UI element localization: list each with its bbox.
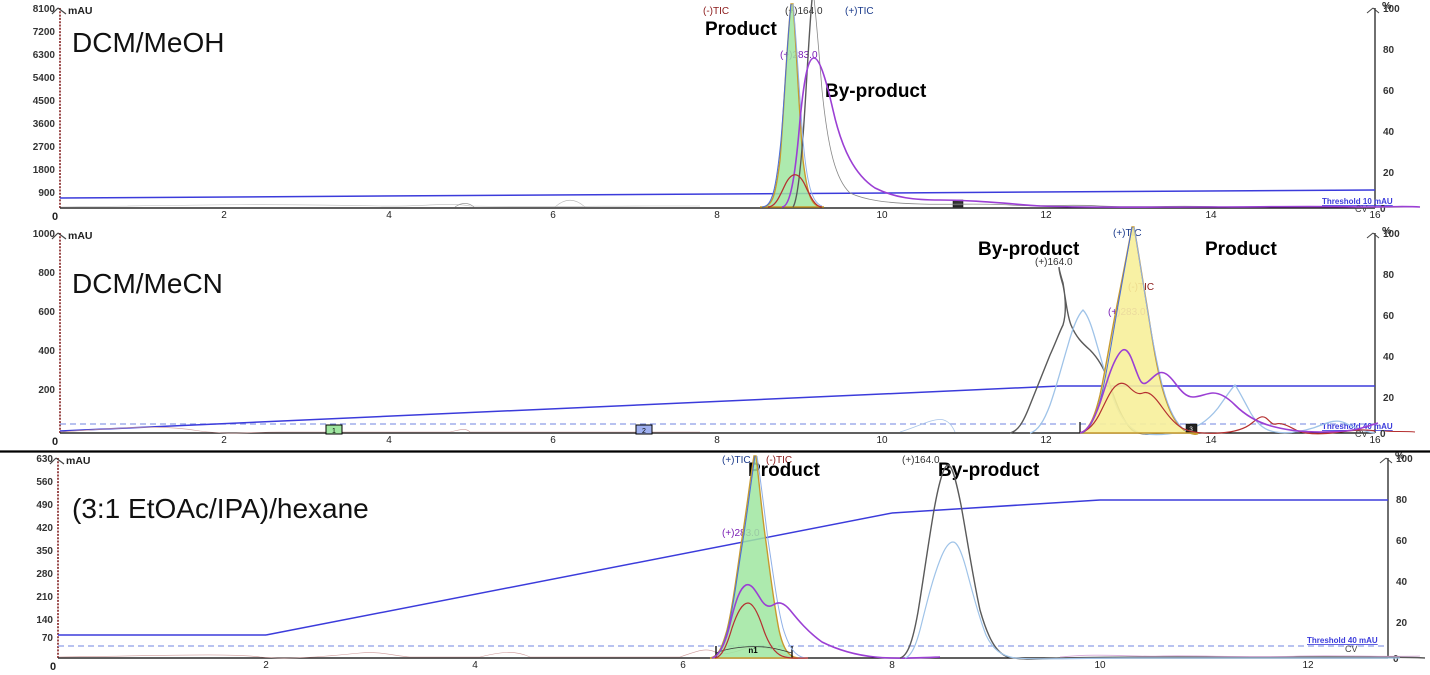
svg-text:20: 20 <box>1396 618 1408 629</box>
svg-text:200: 200 <box>38 385 55 396</box>
svg-text:40: 40 <box>1383 352 1395 363</box>
svg-text:CV: CV <box>1345 644 1358 654</box>
svg-text:7200: 7200 <box>33 27 56 38</box>
svg-text:Product: Product <box>1205 239 1277 260</box>
svg-text:By-product: By-product <box>825 81 927 102</box>
svg-text:8: 8 <box>889 660 895 671</box>
svg-text:DCM/MeCN: DCM/MeCN <box>72 268 223 299</box>
svg-text:40: 40 <box>1383 127 1395 138</box>
svg-text:14: 14 <box>1205 435 1217 446</box>
svg-text:6: 6 <box>550 435 556 446</box>
svg-text:20: 20 <box>1383 393 1395 404</box>
svg-text:12: 12 <box>1040 210 1052 221</box>
svg-text:60: 60 <box>1383 311 1395 322</box>
svg-text:1800: 1800 <box>33 165 56 176</box>
svg-text:5400: 5400 <box>33 73 56 84</box>
svg-text:280: 280 <box>36 569 53 580</box>
svg-text:10: 10 <box>876 435 888 446</box>
svg-text:2: 2 <box>263 660 269 671</box>
svg-text:20: 20 <box>1383 168 1395 179</box>
svg-text:mAU: mAU <box>66 455 91 467</box>
svg-text:2: 2 <box>642 428 646 435</box>
svg-text:(+)164.0: (+)164.0 <box>902 455 940 466</box>
svg-text:4: 4 <box>472 660 478 671</box>
svg-text:2: 2 <box>221 210 227 221</box>
svg-text:490: 490 <box>36 500 53 511</box>
svg-text:1000: 1000 <box>33 229 56 240</box>
svg-text:8: 8 <box>714 210 720 221</box>
svg-text:560: 560 <box>36 477 53 488</box>
svg-text:mAU: mAU <box>68 5 93 17</box>
svg-text:By-product: By-product <box>978 239 1080 260</box>
svg-text:Product: Product <box>705 19 777 40</box>
svg-text:0: 0 <box>1393 654 1399 665</box>
svg-text:10: 10 <box>1094 660 1106 671</box>
svg-text:0: 0 <box>1380 204 1386 215</box>
svg-text:(-)TIC: (-)TIC <box>703 6 729 17</box>
svg-text:By-product: By-product <box>938 460 1040 481</box>
svg-text:CV: CV <box>1355 204 1368 214</box>
svg-text:12: 12 <box>1040 435 1052 446</box>
svg-text:(3:1 EtOAc/IPA)/hexane: (3:1 EtOAc/IPA)/hexane <box>72 493 369 524</box>
svg-text:400: 400 <box>38 346 55 357</box>
svg-text:210: 210 <box>36 592 53 603</box>
svg-text:6: 6 <box>550 210 556 221</box>
svg-text:2: 2 <box>221 435 227 446</box>
svg-text:100: 100 <box>1383 4 1400 15</box>
svg-text:4500: 4500 <box>33 96 56 107</box>
svg-text:0: 0 <box>52 211 58 223</box>
svg-text:80: 80 <box>1383 45 1395 56</box>
svg-text:8: 8 <box>714 435 720 446</box>
svg-text:40: 40 <box>1396 577 1408 588</box>
svg-text:(+)TIC: (+)TIC <box>722 455 751 466</box>
svg-text:420: 420 <box>36 523 53 534</box>
svg-text:2700: 2700 <box>33 142 56 153</box>
svg-text:8100: 8100 <box>33 4 56 15</box>
svg-text:100: 100 <box>1396 454 1413 465</box>
svg-text:Threshold 40 mAU: Threshold 40 mAU <box>1307 636 1378 645</box>
svg-text:12: 12 <box>1302 660 1314 671</box>
svg-text:mAU: mAU <box>68 230 93 242</box>
svg-text:80: 80 <box>1383 270 1395 281</box>
svg-text:80: 80 <box>1396 495 1408 506</box>
svg-text:3600: 3600 <box>33 119 56 130</box>
svg-text:60: 60 <box>1383 86 1395 97</box>
svg-text:630: 630 <box>36 454 53 465</box>
svg-text:4: 4 <box>386 210 392 221</box>
svg-text:0: 0 <box>50 661 56 673</box>
svg-text:800: 800 <box>38 268 55 279</box>
svg-text:6300: 6300 <box>33 50 56 61</box>
svg-text:600: 600 <box>38 307 55 318</box>
svg-text:4: 4 <box>386 435 392 446</box>
svg-text:(+)TIC: (+)TIC <box>845 6 874 17</box>
svg-text:0: 0 <box>52 436 58 448</box>
svg-text:n1: n1 <box>748 646 758 655</box>
svg-text:350: 350 <box>36 546 53 557</box>
svg-text:100: 100 <box>1383 229 1400 240</box>
svg-text:14: 14 <box>1205 210 1217 221</box>
svg-text:1: 1 <box>332 428 336 435</box>
svg-text:70: 70 <box>42 633 54 644</box>
svg-text:(+)TIC: (+)TIC <box>1113 228 1142 239</box>
svg-text:DCM/MeOH: DCM/MeOH <box>72 27 224 58</box>
svg-text:60: 60 <box>1396 536 1408 547</box>
svg-text:6: 6 <box>680 660 686 671</box>
svg-text:900: 900 <box>38 188 55 199</box>
svg-text:10: 10 <box>876 210 888 221</box>
svg-text:140: 140 <box>36 615 53 626</box>
